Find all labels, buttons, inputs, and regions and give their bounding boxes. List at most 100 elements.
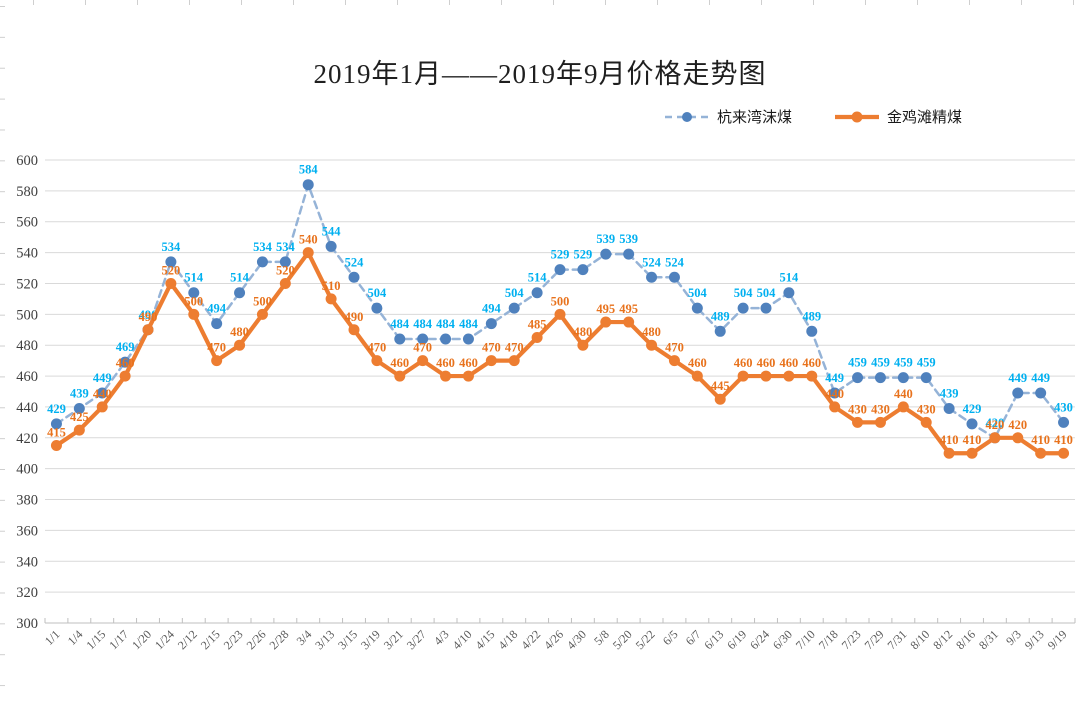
data-point-marker (577, 264, 589, 276)
data-point-label: 470 (207, 341, 226, 355)
data-point-label: 440 (894, 387, 913, 401)
x-axis-label: 2/26 (244, 627, 269, 652)
data-point-marker (50, 418, 62, 430)
data-point-marker (188, 287, 200, 299)
data-point-label: 510 (322, 279, 341, 293)
data-point-label: 449 (1031, 371, 1050, 385)
data-point-label: 534 (276, 240, 296, 254)
data-point-marker (783, 370, 795, 382)
data-point-marker (600, 248, 612, 260)
data-point-marker (852, 372, 864, 384)
y-axis-label: 420 (16, 431, 38, 447)
x-axis-label: 2/15 (198, 627, 223, 652)
data-point-marker (554, 264, 566, 276)
data-point-label: 440 (93, 387, 112, 401)
data-point-label: 500 (184, 294, 203, 308)
x-axis-label: 8/16 (953, 627, 978, 652)
y-axis-label: 540 (16, 246, 38, 262)
x-axis-label: 4/18 (495, 627, 520, 652)
x-axis-label: 8/10 (907, 627, 932, 652)
data-point-marker (302, 179, 314, 191)
x-axis-label: 1/20 (129, 627, 154, 652)
data-point-label: 470 (368, 341, 387, 355)
y-axis-label: 600 (16, 153, 38, 169)
data-point-marker (348, 324, 360, 336)
data-point-label: 539 (619, 232, 638, 246)
data-point-marker (966, 447, 978, 459)
data-point-label: 469 (116, 340, 135, 354)
x-axis-label: 3/27 (404, 627, 429, 652)
legend: 杭来湾沫煤 金鸡滩精煤 (664, 106, 962, 127)
data-point-marker (760, 370, 772, 382)
data-point-label: 490 (345, 310, 364, 324)
data-point-label: 429 (47, 402, 66, 416)
x-axis-label: 2/12 (175, 627, 200, 652)
data-point-label: 425 (70, 410, 89, 424)
y-axis-label: 360 (16, 523, 38, 539)
data-point-marker (852, 416, 864, 428)
data-point-marker (874, 416, 886, 428)
data-point-marker (417, 333, 429, 345)
data-point-label: 430 (871, 402, 890, 416)
data-point-label: 484 (459, 317, 479, 331)
data-point-label: 459 (917, 356, 936, 370)
data-point-label: 459 (848, 356, 867, 370)
x-axis-label: 4/30 (564, 627, 589, 652)
x-axis-label: 7/18 (816, 627, 841, 652)
data-point-label: 485 (528, 317, 547, 331)
data-point-marker (737, 302, 749, 314)
data-point-marker (646, 271, 658, 283)
legend-label-hanglaiwan: 杭来湾沫煤 (716, 110, 792, 126)
data-point-marker (897, 401, 909, 413)
x-axis-label: 3/19 (358, 627, 383, 652)
data-point-label: 514 (780, 271, 800, 285)
data-point-marker (325, 240, 337, 252)
y-axis-label: 560 (16, 215, 38, 231)
data-point-label: 470 (505, 341, 524, 355)
data-point-marker (577, 339, 589, 351)
chart-title: 2019年1月——2019年9月价格走势图 (313, 59, 767, 89)
data-point-label: 534 (162, 240, 182, 254)
data-point-label: 514 (528, 271, 548, 285)
x-axis-label: 5/22 (633, 627, 658, 652)
data-point-label: 439 (940, 386, 959, 400)
data-point-marker (234, 339, 246, 351)
data-point-marker (737, 370, 749, 382)
data-point-marker (1012, 432, 1024, 444)
data-point-marker (806, 325, 818, 337)
data-point-label: 514 (184, 271, 204, 285)
data-point-marker (668, 355, 680, 367)
y-axis-label: 400 (16, 462, 38, 478)
x-axis-label: 6/5 (660, 627, 681, 648)
x-axis-label: 9/19 (1045, 627, 1070, 652)
x-axis-label: 9/3 (1003, 627, 1024, 648)
x-axis-label: 2/23 (221, 627, 246, 652)
data-point-marker (1035, 447, 1047, 459)
data-point-marker (188, 308, 200, 320)
data-point-marker (920, 416, 932, 428)
data-point-label: 430 (1054, 400, 1073, 414)
x-axis-label: 1/17 (106, 627, 131, 652)
legend-marker-jinjitan-icon (834, 111, 880, 123)
data-point-marker (440, 370, 452, 382)
data-point-label: 504 (734, 286, 754, 300)
data-point-label: 410 (963, 433, 982, 447)
data-point-marker (714, 325, 726, 337)
data-point-marker (623, 316, 635, 328)
y-axis-label: 440 (16, 400, 38, 416)
y-axis-label: 500 (16, 307, 38, 323)
data-point-marker (829, 401, 841, 413)
x-axis-label: 8/31 (976, 627, 1001, 652)
data-point-marker (508, 302, 520, 314)
data-point-label: 420 (986, 418, 1005, 432)
data-point-label: 529 (574, 248, 593, 262)
x-axis-label: 4/3 (431, 627, 452, 648)
legend-marker-hanglaiwan-icon (664, 111, 710, 123)
data-point-label: 504 (757, 286, 777, 300)
data-point-label: 534 (253, 240, 273, 254)
y-axis-label: 300 (16, 616, 38, 632)
data-point-marker (73, 402, 85, 414)
data-point-marker (440, 333, 452, 345)
worksheet-ruler-ticks (0, 0, 1074, 687)
data-point-label: 524 (642, 255, 662, 269)
